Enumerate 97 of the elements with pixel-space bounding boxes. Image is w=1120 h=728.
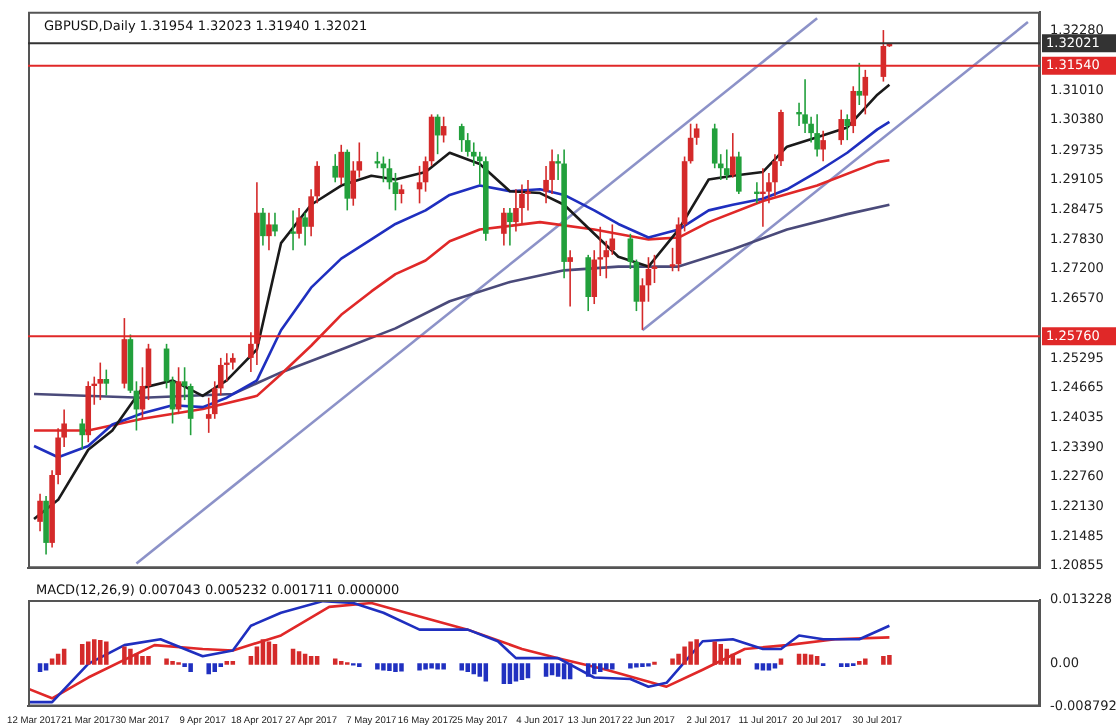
candlestick bbox=[844, 113, 851, 141]
candlestick bbox=[820, 129, 826, 162]
bar bbox=[260, 639, 266, 665]
bar bbox=[296, 651, 302, 665]
bar bbox=[718, 643, 723, 665]
bar bbox=[459, 663, 464, 671]
candlestick bbox=[416, 165, 423, 205]
bar bbox=[465, 663, 470, 672]
bar bbox=[507, 663, 513, 684]
bar bbox=[513, 663, 519, 682]
candlestick bbox=[344, 148, 351, 212]
bar bbox=[676, 653, 681, 665]
bar bbox=[887, 655, 892, 665]
candlestick bbox=[585, 254, 592, 312]
candlestick bbox=[332, 153, 339, 184]
bar bbox=[682, 646, 687, 665]
bar bbox=[417, 663, 422, 671]
candlestick bbox=[338, 144, 345, 186]
bar bbox=[79, 643, 85, 665]
bar bbox=[501, 663, 507, 684]
bar bbox=[863, 658, 868, 665]
bar bbox=[314, 656, 320, 665]
bar bbox=[555, 663, 561, 677]
bar bbox=[122, 646, 127, 665]
candlestick bbox=[296, 207, 302, 240]
bar bbox=[332, 658, 338, 665]
bar bbox=[387, 663, 392, 671]
candlestick bbox=[567, 249, 573, 308]
bar bbox=[483, 663, 489, 682]
candlestick bbox=[838, 108, 845, 146]
bar bbox=[254, 646, 260, 665]
candlestick bbox=[97, 361, 104, 401]
candlestick bbox=[464, 132, 471, 158]
bar bbox=[134, 653, 139, 665]
bar bbox=[585, 663, 591, 677]
candlestick bbox=[814, 113, 820, 158]
candlestick bbox=[501, 207, 507, 247]
bar bbox=[98, 640, 103, 665]
bar bbox=[598, 663, 603, 672]
candlestick bbox=[513, 188, 519, 233]
bar bbox=[308, 656, 314, 665]
bar bbox=[610, 663, 615, 670]
candlestick bbox=[754, 181, 760, 205]
candlestick bbox=[290, 209, 296, 251]
bar bbox=[128, 648, 133, 665]
bar bbox=[712, 641, 717, 665]
bar bbox=[375, 663, 380, 670]
bar bbox=[628, 663, 633, 669]
bar bbox=[49, 658, 55, 665]
candlestick bbox=[729, 132, 736, 179]
candlestick bbox=[760, 167, 766, 228]
candlestick bbox=[43, 495, 49, 556]
bar bbox=[146, 656, 151, 665]
bar bbox=[441, 663, 446, 670]
candlestick bbox=[260, 207, 266, 247]
bar bbox=[399, 663, 404, 672]
candlestick bbox=[37, 492, 43, 532]
bar bbox=[525, 663, 531, 679]
candlestick bbox=[802, 78, 808, 134]
candlestick bbox=[850, 85, 857, 134]
candlestick bbox=[458, 122, 465, 153]
bar bbox=[272, 643, 278, 665]
bar bbox=[688, 641, 693, 665]
bar bbox=[881, 656, 886, 665]
bar bbox=[435, 663, 440, 670]
bar bbox=[393, 663, 398, 672]
bar bbox=[543, 663, 549, 677]
bar bbox=[104, 641, 109, 665]
bar bbox=[670, 658, 675, 665]
bar bbox=[477, 663, 483, 677]
bar bbox=[140, 656, 145, 665]
candlestick bbox=[856, 62, 863, 106]
bar bbox=[694, 639, 699, 665]
candlestick bbox=[272, 211, 278, 237]
candlestick bbox=[302, 211, 308, 247]
bar bbox=[212, 663, 217, 672]
candlestick bbox=[519, 183, 525, 226]
bar bbox=[423, 663, 428, 670]
bar bbox=[188, 663, 193, 672]
candlestick bbox=[736, 151, 742, 195]
bar bbox=[778, 658, 784, 665]
candlestick bbox=[103, 368, 110, 397]
bar bbox=[37, 663, 43, 672]
candlestick bbox=[723, 148, 730, 181]
bar bbox=[381, 663, 386, 671]
candlestick bbox=[507, 207, 513, 247]
candlestick bbox=[549, 148, 555, 195]
bar bbox=[814, 656, 820, 665]
bar bbox=[429, 663, 434, 669]
bar bbox=[736, 658, 742, 665]
candlestick bbox=[79, 418, 86, 451]
bar bbox=[206, 663, 211, 675]
bar bbox=[92, 639, 97, 665]
bar bbox=[164, 658, 169, 665]
bar bbox=[604, 663, 609, 670]
candlestick bbox=[266, 211, 272, 251]
candlestick bbox=[398, 183, 405, 205]
